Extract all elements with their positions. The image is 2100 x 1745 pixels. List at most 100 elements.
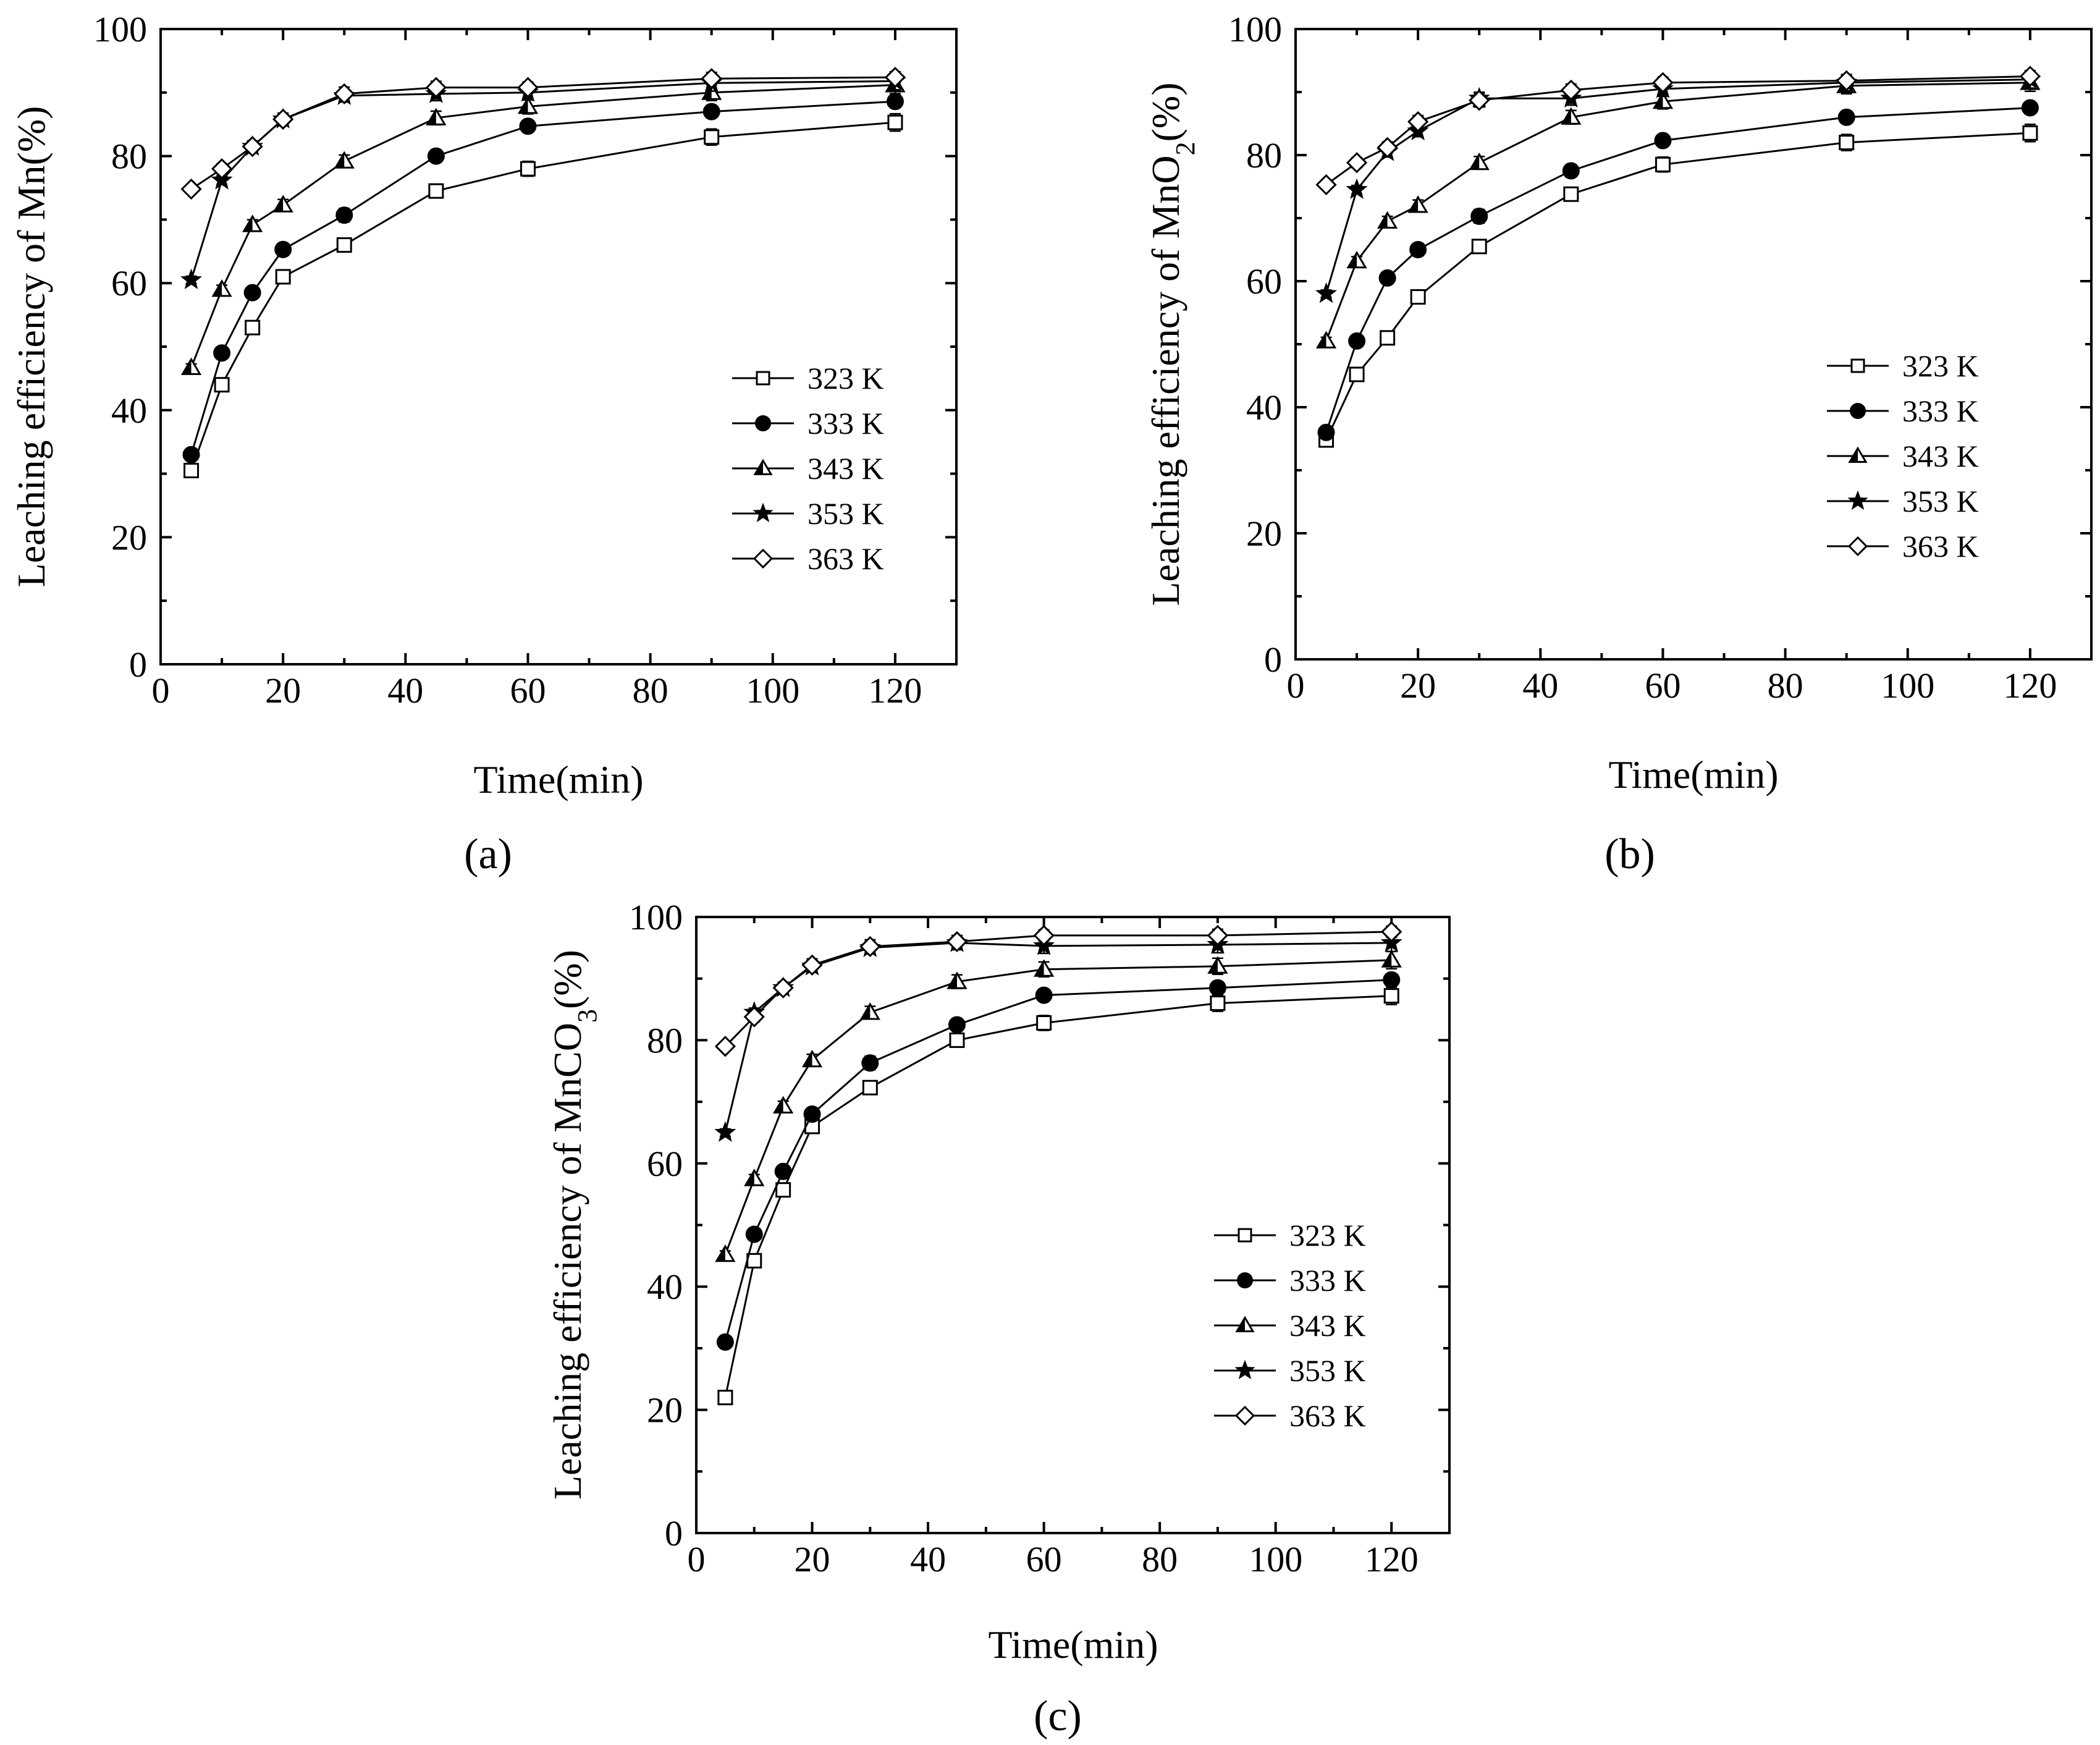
y-tick-label: 20 — [1246, 513, 1282, 554]
legend-marker — [1850, 358, 1865, 373]
data-point — [180, 178, 202, 200]
data-point — [1839, 135, 1855, 151]
series-333-k — [1317, 99, 2039, 441]
legend-item: 363 K — [732, 541, 884, 576]
data-point — [803, 1105, 821, 1123]
x-tick-label: 100 — [1249, 1539, 1302, 1579]
data-point — [335, 206, 353, 224]
data-point — [887, 114, 903, 130]
data-point — [245, 319, 261, 336]
y-axis: 0 20 40 60 80 100 — [1228, 9, 2091, 680]
data-point — [243, 284, 261, 302]
series-layer — [180, 67, 906, 478]
y-tick-label: 0 — [129, 644, 147, 685]
data-point — [772, 977, 794, 999]
legend-marker — [1847, 536, 1868, 557]
data-point — [1381, 921, 1402, 943]
data-point — [1837, 108, 1855, 126]
legend-marker — [753, 548, 774, 569]
data-point — [182, 446, 200, 463]
data-point — [2022, 125, 2038, 141]
data-point — [242, 136, 263, 158]
legend-item: 333 K — [1214, 1263, 1366, 1298]
legend-marker — [1234, 1405, 1255, 1426]
data-point — [1470, 207, 1488, 225]
data-point — [861, 1054, 879, 1072]
data-point — [427, 147, 445, 165]
data-point — [1346, 178, 1368, 200]
data-point — [1317, 423, 1335, 441]
data-point — [1348, 332, 1366, 350]
legend-label: 363 K — [808, 541, 884, 576]
y-tick-label: 80 — [1246, 135, 1282, 175]
y-tick-label: 60 — [647, 1144, 683, 1184]
data-point — [1035, 986, 1053, 1004]
legend-label: 333 K — [1289, 1263, 1366, 1298]
legend-marker — [1234, 1359, 1255, 1380]
y-tick-label: 100 — [1228, 9, 1282, 49]
series-363-k — [714, 921, 1402, 1057]
x-tick-label: 100 — [1881, 665, 1934, 706]
data-point — [704, 129, 720, 145]
data-point — [1655, 156, 1671, 172]
data-point — [1469, 90, 1490, 111]
legend-label: 363 K — [1289, 1398, 1366, 1433]
legend-label: 353 K — [1902, 484, 1979, 518]
data-point — [334, 83, 355, 104]
y-tick-label: 100 — [93, 9, 147, 49]
legend-marker — [756, 371, 770, 386]
legend-item: 323 K — [1827, 349, 1979, 383]
x-axis-title: Time(min) — [1609, 753, 1779, 796]
series-layer — [1315, 65, 2041, 448]
data-point — [428, 183, 444, 199]
series-363-k — [1315, 65, 2041, 196]
data-point — [1036, 1015, 1052, 1031]
x-tick-label: 40 — [910, 1539, 946, 1579]
data-point — [213, 344, 231, 362]
legend-marker — [1238, 1228, 1252, 1243]
y-tick-label: 0 — [665, 1513, 683, 1553]
x-tick-label: 80 — [1768, 665, 1803, 706]
legend-label: 343 K — [1902, 439, 1979, 473]
series-333-k — [716, 971, 1401, 1351]
legend-label: 323 K — [1289, 1218, 1366, 1253]
data-point — [1410, 289, 1426, 305]
data-point — [1563, 186, 1579, 202]
data-point — [183, 462, 200, 478]
data-point — [517, 77, 539, 98]
data-point — [1471, 239, 1487, 255]
legend-marker — [753, 502, 774, 523]
x-axis: 0 20 40 60 80 100 120 — [688, 917, 1419, 1579]
legend-label: 343 K — [808, 451, 884, 486]
data-point — [519, 117, 537, 135]
panel-label: (c) — [1034, 1692, 1082, 1740]
x-tick-label: 0 — [688, 1539, 706, 1579]
legend-item: 353 K — [732, 496, 884, 531]
data-point — [336, 237, 352, 253]
x-axis-title: Time(min) — [989, 1623, 1158, 1667]
y-tick-label: 0 — [1264, 640, 1282, 680]
legend-item: 353 K — [1214, 1353, 1366, 1388]
data-point — [701, 68, 722, 90]
legend-label: 323 K — [808, 361, 884, 395]
data-point — [745, 1225, 763, 1243]
data-point — [1562, 162, 1580, 180]
x-tick-label: 20 — [265, 670, 301, 711]
data-point — [1315, 174, 1337, 196]
series-363-k — [180, 67, 906, 200]
legend-marker — [1847, 490, 1868, 510]
data-point — [948, 1016, 966, 1034]
series-343-k — [1315, 72, 2041, 349]
y-axis-title: Leaching efficiency of Mn(%) — [9, 106, 53, 588]
data-point — [859, 936, 881, 957]
data-point — [1383, 988, 1399, 1004]
legend-label: 353 K — [1289, 1353, 1366, 1388]
data-point — [1377, 137, 1398, 158]
legend-marker — [1237, 1272, 1253, 1288]
data-point — [1560, 79, 1582, 101]
y-tick-label: 60 — [1246, 261, 1282, 302]
x-tick-label: 20 — [1400, 665, 1436, 706]
data-point — [743, 1006, 765, 1028]
x-tick-label: 100 — [746, 670, 799, 711]
